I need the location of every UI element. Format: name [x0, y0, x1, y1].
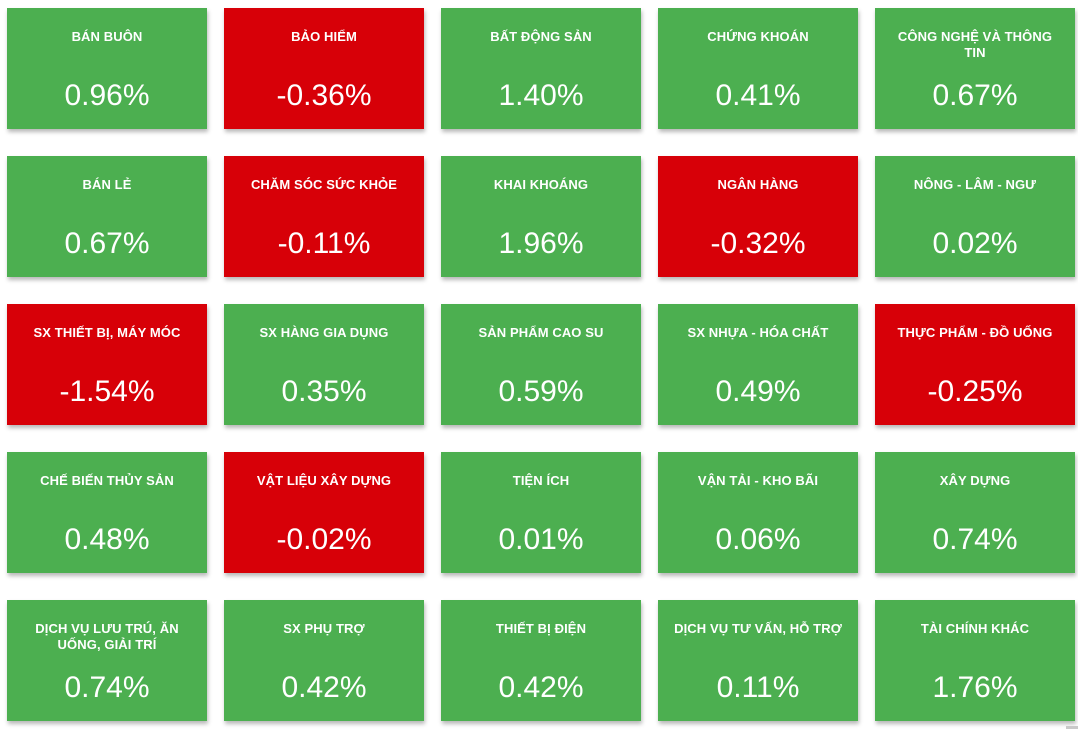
sector-change-value: 0.67% [932, 79, 1018, 112]
sector-change-value: 0.59% [498, 375, 584, 408]
sector-name: SX THIẾT BỊ, MÁY MÓC [33, 325, 181, 340]
sector-tile-grid: BÁN BUÔN 0.96% BẢO HIỂM -0.36% BẤT ĐỘNG … [7, 8, 1075, 721]
sector-change-value: 1.40% [498, 79, 584, 112]
sector-tile[interactable]: TÀI CHÍNH KHÁC 1.76% [875, 600, 1075, 721]
sector-tile[interactable]: BÁN BUÔN 0.96% [7, 8, 207, 129]
sector-change-value: -0.32% [710, 227, 806, 260]
sector-tile[interactable]: KHAI KHOÁNG 1.96% [441, 156, 641, 277]
sector-change-value: -0.02% [276, 523, 372, 556]
sector-tile[interactable]: CÔNG NGHỆ VÀ THÔNG TIN 0.67% [875, 8, 1075, 129]
sector-tile[interactable]: CHĂM SÓC SỨC KHỎE -0.11% [224, 156, 424, 277]
sector-change-value: 0.06% [715, 523, 801, 556]
sector-name: CÔNG NGHỆ VÀ THÔNG TIN [897, 29, 1053, 60]
sector-tile[interactable]: TIỆN ÍCH 0.01% [441, 452, 641, 573]
sector-name: TIỆN ÍCH [512, 473, 570, 488]
sector-change-value: 0.42% [498, 671, 584, 704]
sector-change-value: 0.41% [715, 79, 801, 112]
sector-tile[interactable]: DỊCH VỤ TƯ VẤN, HỖ TRỢ 0.11% [658, 600, 858, 721]
sector-name: DỊCH VỤ LƯU TRÚ, ĂN UỐNG, GIẢI TRÍ [35, 621, 179, 652]
sector-tile[interactable]: CHỨNG KHOÁN 0.41% [658, 8, 858, 129]
sector-change-value: 0.74% [932, 523, 1018, 556]
sector-tile[interactable]: BẢO HIỂM -0.36% [224, 8, 424, 129]
sector-change-value: 1.76% [932, 671, 1018, 704]
sector-name: TÀI CHÍNH KHÁC [920, 621, 1030, 636]
sector-tile[interactable]: DỊCH VỤ LƯU TRÚ, ĂN UỐNG, GIẢI TRÍ 0.74% [7, 600, 207, 721]
sector-name: NGÂN HÀNG [717, 177, 799, 192]
sector-name: KHAI KHOÁNG [493, 177, 589, 192]
sector-change-value: -0.25% [927, 375, 1023, 408]
sector-change-value: 0.35% [281, 375, 367, 408]
sector-name: NÔNG - LÂM - NGƯ [913, 177, 1037, 192]
sector-tile[interactable]: SX HÀNG GIA DỤNG 0.35% [224, 304, 424, 425]
sector-tile[interactable]: SẢN PHẨM CAO SU 0.59% [441, 304, 641, 425]
sector-change-value: 0.49% [715, 375, 801, 408]
sector-change-value: -0.11% [277, 227, 371, 260]
sector-change-value: 1.96% [498, 227, 584, 260]
sector-name: DỊCH VỤ TƯ VẤN, HỖ TRỢ [674, 621, 842, 636]
sector-change-value: 0.74% [64, 671, 150, 704]
sector-change-value: 0.48% [64, 523, 150, 556]
sector-tile[interactable]: CHẾ BIẾN THỦY SẢN 0.48% [7, 452, 207, 573]
sector-name: CHỨNG KHOÁN [707, 29, 809, 44]
sector-tile[interactable]: THIẾT BỊ ĐIỆN 0.42% [441, 600, 641, 721]
sector-name: BẢO HIỂM [291, 29, 357, 44]
sector-name: SẢN PHẨM CAO SU [478, 325, 604, 340]
sector-change-value: 0.02% [932, 227, 1018, 260]
sector-tile[interactable]: NGÂN HÀNG -0.32% [658, 156, 858, 277]
horizontal-scrollbar-fragment[interactable] [1066, 726, 1078, 729]
sector-tile[interactable]: VẬT LIỆU XÂY DỰNG -0.02% [224, 452, 424, 573]
sector-name: THỰC PHẨM - ĐỒ UỐNG [897, 325, 1053, 340]
sector-tile[interactable]: SX NHỰA - HÓA CHẤT 0.49% [658, 304, 858, 425]
sector-change-value: 0.01% [498, 523, 584, 556]
sector-name: SX NHỰA - HÓA CHẤT [687, 325, 829, 340]
sector-change-value: 0.11% [716, 671, 800, 704]
sector-name: SX HÀNG GIA DỤNG [259, 325, 389, 340]
sector-tile[interactable]: NÔNG - LÂM - NGƯ 0.02% [875, 156, 1075, 277]
sector-tile[interactable]: BẤT ĐỘNG SẢN 1.40% [441, 8, 641, 129]
sector-name: BẤT ĐỘNG SẢN [490, 29, 592, 44]
sector-change-value: 0.67% [64, 227, 150, 260]
sector-name: THIẾT BỊ ĐIỆN [495, 621, 587, 636]
sector-name: BÁN BUÔN [71, 29, 143, 44]
sector-tile[interactable]: THỰC PHẨM - ĐỒ UỐNG -0.25% [875, 304, 1075, 425]
sector-name: SX PHỤ TRỢ [283, 621, 365, 636]
sector-tile[interactable]: VẬN TẢI - KHO BÃI 0.06% [658, 452, 858, 573]
sector-change-value: 0.96% [64, 79, 150, 112]
sector-name: CHẾ BIẾN THỦY SẢN [40, 473, 174, 488]
sector-name: VẬT LIỆU XÂY DỰNG [256, 473, 392, 488]
sector-tile[interactable]: XÂY DỰNG 0.74% [875, 452, 1075, 573]
sector-change-value: -1.54% [59, 375, 155, 408]
sector-tile[interactable]: SX THIẾT BỊ, MÁY MÓC -1.54% [7, 304, 207, 425]
sector-name: VẬN TẢI - KHO BÃI [697, 473, 819, 488]
sector-name: XÂY DỰNG [939, 473, 1011, 488]
sector-change-value: -0.36% [276, 79, 372, 112]
sector-tile[interactable]: SX PHỤ TRỢ 0.42% [224, 600, 424, 721]
sector-name: CHĂM SÓC SỨC KHỎE [250, 177, 398, 192]
sector-tile[interactable]: BÁN LẺ 0.67% [7, 156, 207, 277]
sector-name: BÁN LẺ [82, 177, 132, 192]
sector-change-value: 0.42% [281, 671, 367, 704]
